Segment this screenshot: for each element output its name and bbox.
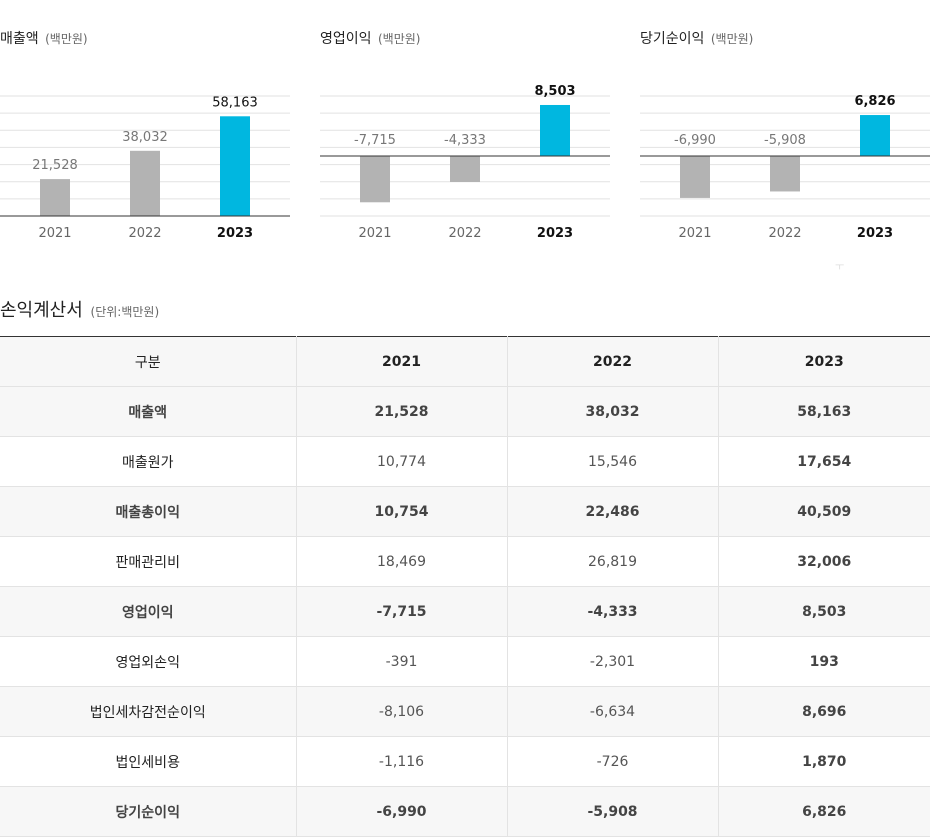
net-income-chart: 당기순이익 (백만원) -6,990 -5,908 6,826 2021 2022 202… [640,0,930,260]
row-value-2023: 193 [717,636,930,687]
tick-label-2021: 2021 [678,226,711,241]
revenue-chart: 매출액 (백만원) 21,528 38,032 58,163 2021 2022 2023 [0,0,290,260]
table-row: 영업이익 -7,715 -4,333 8,503 [0,586,930,637]
statement-title-text: 손익계산서 [0,300,83,321]
chart-unit: (백만원) [710,32,754,46]
row-label: 판매관리비 [0,536,296,587]
row-value-2021: 21,528 [295,386,507,437]
row-value-2023: 1,870 [717,736,930,787]
row-label: 법인세차감전순이익 [0,686,296,737]
value-label-2022: 38,032 [122,130,168,145]
net-income-chart-svg: -6,990 -5,908 6,826 2021 2022 2023 [640,94,930,241]
row-value-2021: 10,754 [295,486,507,537]
tick-label-2022: 2022 [128,226,161,241]
operating-profit-chart-svg: -7,715 -4,333 8,503 2021 2022 2023 [320,84,610,241]
tick-label-2022: 2022 [448,226,481,241]
operating-profit-chart: 영업이익 (백만원) -7,715 -4,333 8,503 2021 2022 2023 [320,0,610,260]
row-value-2022: -4,333 [506,586,718,637]
row-value-2021: 10,774 [295,436,507,487]
tick-label-2022: 2022 [768,226,801,241]
table-row: 매출원가 10,774 15,546 17,654 [0,436,930,487]
bar-2023 [540,104,570,156]
row-value-2022: -2,301 [506,636,718,687]
row-value-2021: -7,715 [295,586,507,637]
bar-2023 [860,115,890,156]
operating-profit-chart-title: 영업이익 (백만원) [320,28,420,48]
row-value-2021: 18,469 [295,536,507,587]
value-label-2021: 21,528 [32,158,78,173]
bar-2022 [130,150,160,216]
tick-label-2023: 2023 [857,226,893,241]
row-label: 영업이익 [0,586,296,637]
row-value-2023: 58,163 [717,386,930,437]
table-row: 매출액 21,528 38,032 58,163 [0,386,930,437]
value-label-2021: -7,715 [354,133,396,148]
row-value-2023: 17,654 [717,436,930,487]
chart-unit: (백만원) [45,32,88,46]
bar-2021 [680,156,710,198]
value-label-2022: -4,333 [444,133,486,148]
tick-label-2021: 2021 [358,226,391,241]
chart-unit: (백만원) [377,32,421,46]
revenue-chart-title: 매출액 (백만원) [0,28,88,48]
table-header-row: 구분 2021 2022 2023 [0,336,930,387]
row-value-2022: 26,819 [506,536,718,587]
value-label-2023: 58,163 [212,95,258,110]
statement-title: 손익계산서 (단위:백만원) [0,296,159,322]
row-value-2023: 6,826 [717,786,930,837]
table-row: 당기순이익 -6,990 -5,908 6,826 [0,786,930,837]
header-category: 구분 [0,336,296,387]
row-value-2022: -6,634 [506,686,718,737]
net-income-chart-title: 당기순이익 (백만원) [640,28,753,48]
table-body: 매출액 21,528 38,032 58,163 매출원가 10,774 15,546 17,… [0,386,930,837]
bar-2021 [360,156,390,203]
row-value-2021: -391 [295,636,507,687]
bar-2022 [770,156,800,192]
row-value-2021: -6,990 [295,786,507,837]
header-year-2021: 2021 [295,336,507,387]
row-label: 법인세비용 [0,736,296,787]
value-label-2023: 6,826 [854,94,895,109]
tick-label-2023: 2023 [217,226,253,241]
bar-2022 [450,156,480,182]
table-row: 매출총이익 10,754 22,486 40,509 [0,486,930,537]
row-value-2022: 22,486 [506,486,718,537]
revenue-chart-svg: 21,528 38,032 58,163 2021 2022 2023 [0,95,290,241]
table-row: 영업외손익 -391 -2,301 193 [0,636,930,687]
row-value-2022: -5,908 [506,786,718,837]
table-row: 법인세차감전순이익 -8,106 -6,634 8,696 [0,686,930,737]
row-value-2023: 8,503 [717,586,930,637]
tick-label-2023: 2023 [537,226,573,241]
value-label-2022: -5,908 [764,133,806,148]
value-label-2021: -6,990 [674,133,716,148]
tiny-glyph: ㅜ [835,262,845,273]
row-value-2023: 32,006 [717,536,930,587]
row-label: 당기순이익 [0,786,296,837]
row-label: 매출액 [0,386,296,437]
row-value-2022: -726 [506,736,718,787]
header-year-2023: 2023 [717,336,930,387]
chart-title-text: 영업이익 [320,31,372,47]
header-year-2022: 2022 [506,336,718,387]
table-row: 법인세비용 -1,116 -726 1,870 [0,736,930,787]
row-value-2022: 15,546 [506,436,718,487]
bar-2021 [40,179,70,216]
row-value-2023: 40,509 [717,486,930,537]
tick-label-2021: 2021 [38,226,71,241]
income-statement-table: 구분 2021 2022 2023 매출액 21,528 38,032 58,163 매… [0,336,930,837]
value-label-2023: 8,503 [534,84,575,99]
row-label: 매출총이익 [0,486,296,537]
row-label: 영업외손익 [0,636,296,687]
statement-unit: (단위:백만원) [90,305,160,319]
row-value-2022: 38,032 [506,386,718,437]
bar-2023 [220,116,250,216]
table-row: 판매관리비 18,469 26,819 32,006 [0,536,930,587]
row-value-2021: -8,106 [295,686,507,737]
row-value-2021: -1,116 [295,736,507,787]
row-label: 매출원가 [0,436,296,487]
chart-title-text: 매출액 [0,31,39,47]
row-value-2023: 8,696 [717,686,930,737]
chart-title-text: 당기순이익 [640,31,705,47]
